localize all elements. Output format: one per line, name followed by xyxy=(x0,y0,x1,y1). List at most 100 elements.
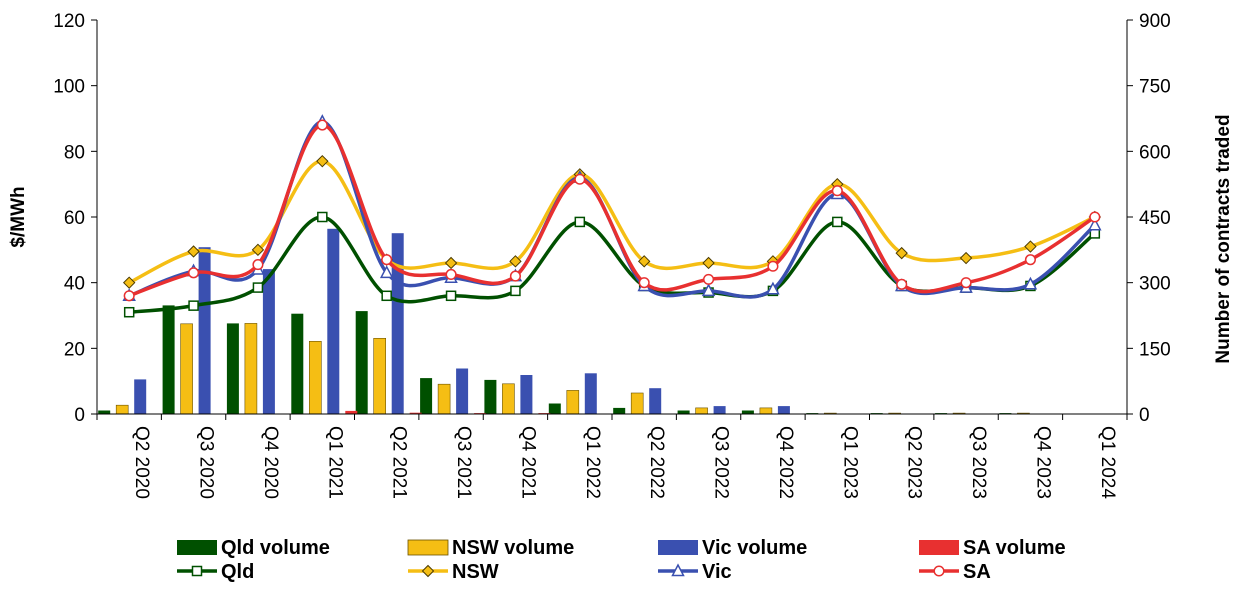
x-tick-label-9: Q3 2022 xyxy=(711,426,732,499)
point-sa-12 xyxy=(896,278,908,290)
x-tick-label-3: Q1 2021 xyxy=(324,426,345,499)
right-tick-label-3: 450 xyxy=(1139,208,1171,229)
right-tick-label-4: 600 xyxy=(1139,142,1171,163)
point-vic-10 xyxy=(766,281,780,295)
x-tick-label-11: Q1 2023 xyxy=(839,426,860,499)
left-axis-title: $/MWh xyxy=(8,186,29,247)
legend-swatch-qld-volume xyxy=(177,540,217,555)
bar-qld-volume-3 xyxy=(291,313,304,414)
bar-vic-volume-0 xyxy=(134,379,147,414)
right-tick-label-6: 900 xyxy=(1139,11,1171,32)
point-qld-0 xyxy=(123,306,135,318)
bar-nsw-volume-1 xyxy=(180,323,193,415)
point-nsw-3 xyxy=(316,154,329,168)
bar-vic-volume-6 xyxy=(520,375,533,414)
bar-qld-volume-5 xyxy=(420,378,433,414)
bar-sa-volume-3 xyxy=(345,410,358,414)
point-sa-0 xyxy=(123,290,135,302)
legend-marker-nsw xyxy=(421,564,435,578)
point-qld-2 xyxy=(252,282,264,293)
legend-swatch-sa-volume xyxy=(919,540,959,555)
point-sa-13 xyxy=(960,277,972,289)
legend-marker-sa xyxy=(933,565,945,577)
line-nsw xyxy=(128,159,1096,285)
bar-qld-volume-10 xyxy=(741,410,754,414)
bar-vic-volume-4 xyxy=(391,233,404,414)
legend-swatch-vic-volume xyxy=(658,540,698,555)
point-qld-7 xyxy=(574,216,586,228)
bar-qld-volume-0 xyxy=(98,410,111,414)
x-tick-label-14: Q4 2023 xyxy=(1032,426,1053,499)
point-nsw-0 xyxy=(122,276,136,289)
bar-nsw-volume-5 xyxy=(437,383,451,415)
bar-nsw-volume-7 xyxy=(566,390,580,415)
bar-qld-volume-6 xyxy=(484,379,497,414)
legend-marker-vic xyxy=(671,563,685,577)
legend-label-vic: Vic xyxy=(702,561,732,583)
legend-label-vic-volume: Vic volume xyxy=(702,537,807,559)
bar-qld-volume-8 xyxy=(613,407,626,414)
bar-qld-volume-7 xyxy=(548,403,561,414)
bar-qld-volume-4 xyxy=(355,311,368,414)
point-sa-6 xyxy=(509,270,521,282)
legend-label-sa-volume: SA volume xyxy=(963,537,1066,559)
bar-qld-volume-9 xyxy=(677,410,690,414)
point-vic-4 xyxy=(379,265,394,279)
point-nsw-13 xyxy=(959,251,973,265)
point-nsw-2 xyxy=(251,243,265,257)
point-sa-1 xyxy=(188,267,200,279)
point-qld-6 xyxy=(510,285,521,297)
point-sa-10 xyxy=(767,260,779,272)
right-tick-label-5: 750 xyxy=(1139,77,1171,98)
x-tick-label-8: Q2 2022 xyxy=(646,426,667,499)
x-tick-label-7: Q1 2022 xyxy=(582,426,603,499)
left-tick-label-4: 80 xyxy=(64,142,85,163)
right-axis-title: Number of contracts traded xyxy=(1213,114,1234,363)
right-tick-label-1: 150 xyxy=(1139,339,1171,360)
legend-label-sa: SA xyxy=(963,561,991,583)
bar-nsw-volume-9 xyxy=(695,407,708,415)
point-vic-9 xyxy=(701,283,716,297)
point-qld-11 xyxy=(832,216,843,228)
bar-vic-volume-7 xyxy=(584,373,597,414)
point-nsw-9 xyxy=(702,256,715,270)
point-qld-5 xyxy=(445,290,457,302)
bar-vic-volume-8 xyxy=(649,388,662,414)
point-vic-15 xyxy=(1088,217,1102,231)
right-tick-label-0: 0 xyxy=(1139,405,1150,426)
left-tick-label-3: 60 xyxy=(64,208,85,229)
left-tick-label-6: 120 xyxy=(53,11,85,32)
bar-nsw-volume-10 xyxy=(759,407,773,415)
bar-nsw-volume-0 xyxy=(115,404,129,415)
point-qld-4 xyxy=(381,290,392,302)
bar-vic-volume-5 xyxy=(456,368,469,414)
x-tick-label-1: Q3 2020 xyxy=(196,426,217,499)
left-tick-label-0: 0 xyxy=(74,405,85,426)
point-qld-3 xyxy=(317,211,328,223)
bar-vic-volume-3 xyxy=(327,228,340,414)
point-sa-8 xyxy=(638,277,650,289)
point-nsw-5 xyxy=(444,256,458,270)
point-sa-9 xyxy=(703,273,715,285)
point-sa-2 xyxy=(252,259,264,271)
bar-qld-volume-2 xyxy=(226,323,239,414)
point-nsw-8 xyxy=(637,255,651,268)
legend-label-nsw: NSW xyxy=(452,561,499,583)
x-tick-label-10: Q4 2022 xyxy=(775,426,796,499)
x-tick-label-13: Q3 2023 xyxy=(968,426,989,499)
x-tick-label-5: Q3 2021 xyxy=(453,426,474,499)
point-sa-5 xyxy=(445,268,457,281)
bar-vic-volume-2 xyxy=(262,269,275,414)
x-tick-label-4: Q2 2021 xyxy=(389,426,410,499)
point-sa-14 xyxy=(1024,254,1036,266)
point-vic-14 xyxy=(1023,276,1038,290)
x-tick-label-2: Q4 2020 xyxy=(260,426,281,499)
legend-label-qld-volume: Qld volume xyxy=(221,537,330,559)
point-sa-15 xyxy=(1089,211,1101,223)
point-sa-3 xyxy=(316,119,328,131)
bar-nsw-volume-8 xyxy=(630,392,644,415)
bar-nsw-volume-2 xyxy=(244,323,258,415)
legend-label-nsw-volume: NSW volume xyxy=(452,537,574,559)
